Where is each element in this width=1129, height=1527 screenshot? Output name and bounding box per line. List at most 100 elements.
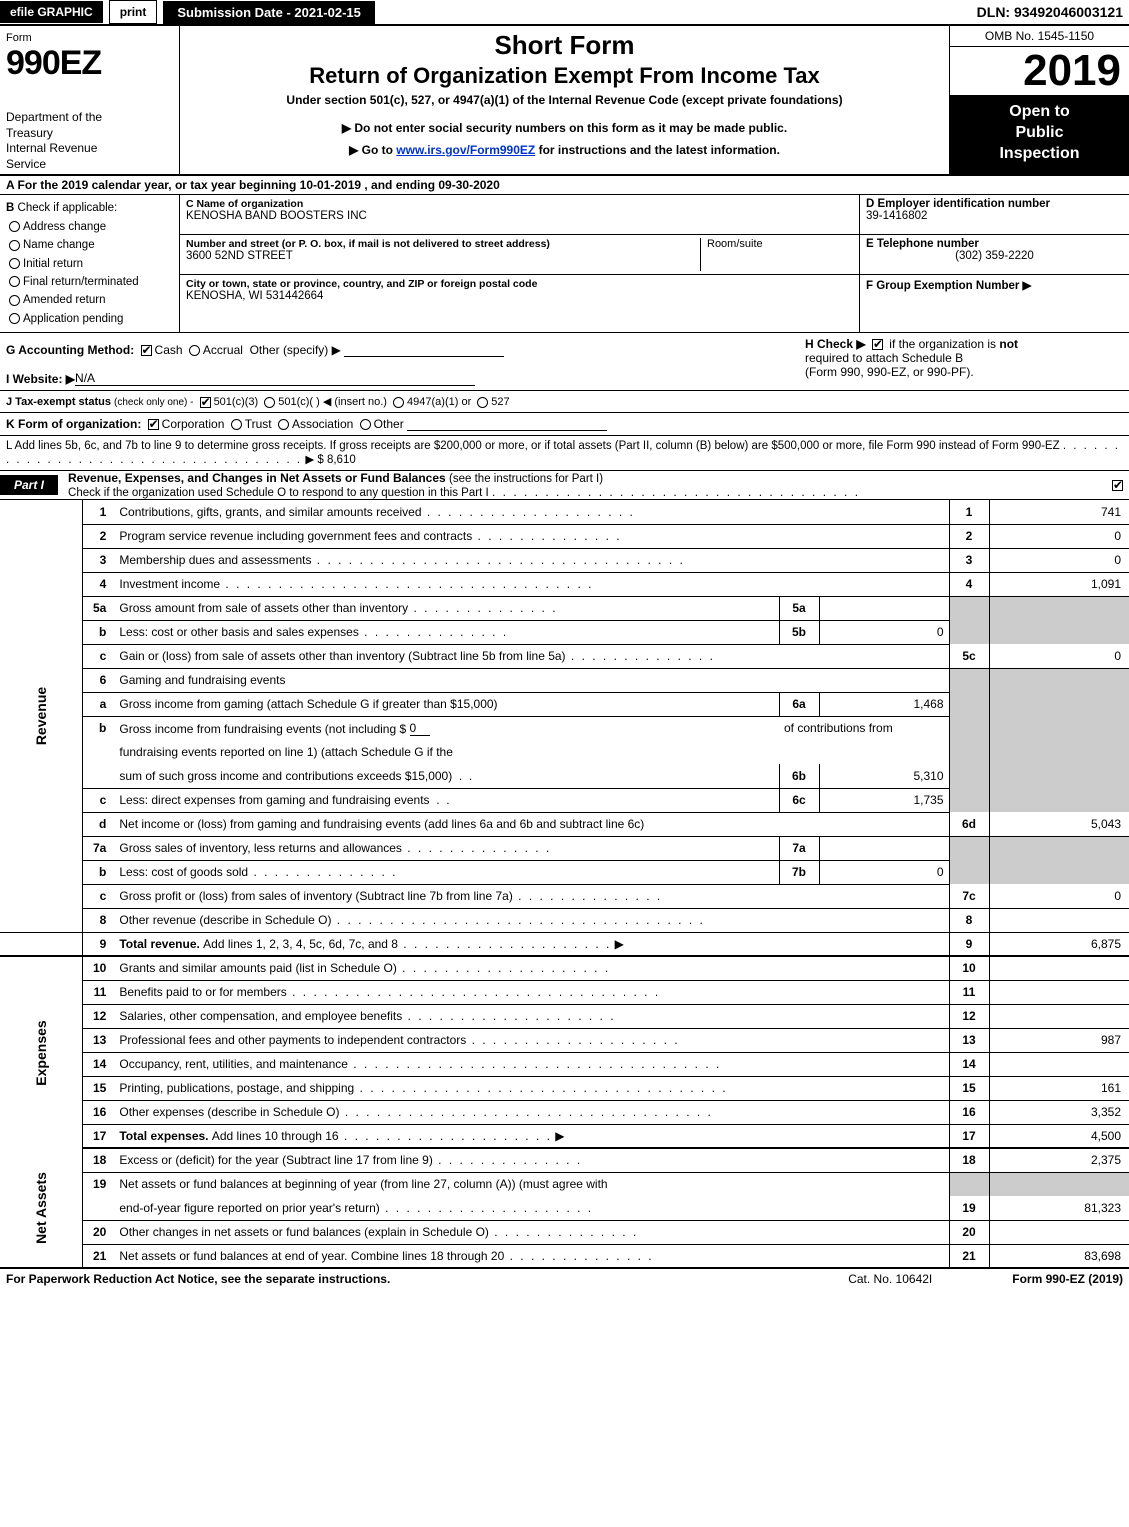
- insert-no-label: ◀ (insert no.): [323, 396, 387, 408]
- line-13-amount: 987: [989, 1028, 1129, 1052]
- table-row: 19 Net assets or fund balances at beginn…: [0, 1172, 1129, 1196]
- table-row: 4 Investment income 4 1,091: [0, 572, 1129, 596]
- table-row: 16 Other expenses (describe in Schedule …: [0, 1100, 1129, 1124]
- trust-label: Trust: [245, 417, 272, 431]
- grey-cell: [949, 596, 989, 620]
- h-check-label: H Check ▶: [805, 337, 866, 351]
- table-row: 2 Program service revenue including gove…: [0, 524, 1129, 548]
- line-9-desc: Total revenue. Add lines 1, 2, 3, 4, 5c,…: [114, 932, 949, 956]
- line-7b-sub: 7b: [779, 860, 819, 884]
- other-org-input[interactable]: [407, 430, 607, 431]
- line-1-amount: 741: [989, 500, 1129, 524]
- final-return-checkbox[interactable]: [9, 276, 20, 287]
- application-pending-checkbox[interactable]: [9, 313, 20, 324]
- table-row: b Less: cost of goods sold 7b 0: [0, 860, 1129, 884]
- line-7b-num: b: [82, 860, 114, 884]
- association-checkbox[interactable]: [278, 419, 289, 430]
- line-16-amount: 3,352: [989, 1100, 1129, 1124]
- accrual-label: Accrual: [203, 343, 243, 357]
- line-10-desc: Grants and similar amounts paid (list in…: [114, 956, 949, 980]
- 527-checkbox[interactable]: [477, 397, 488, 408]
- line-6a-num: a: [82, 692, 114, 716]
- table-row: 12 Salaries, other compensation, and emp…: [0, 1004, 1129, 1028]
- table-row: c Less: direct expenses from gaming and …: [0, 788, 1129, 812]
- grey-cell: [949, 1172, 989, 1196]
- part-1-check-instruction: Check if the organization used Schedule …: [68, 487, 489, 499]
- line-18-desc: Excess or (deficit) for the year (Subtra…: [114, 1148, 949, 1172]
- grey-cell: [989, 620, 1129, 644]
- 501c3-checkbox[interactable]: [200, 397, 211, 408]
- website-label: I Website: ▶: [6, 372, 75, 386]
- line-l-amount: ▶ $ 8,610: [305, 454, 355, 466]
- association-label: Association: [292, 417, 353, 431]
- 4947-checkbox[interactable]: [393, 397, 404, 408]
- 501c-label: 501(c)( ): [278, 396, 320, 408]
- line-10-ref: 10: [949, 956, 989, 980]
- form-title-block: Short Form Return of Organization Exempt…: [180, 26, 949, 174]
- room-suite-label: Room/suite: [700, 238, 763, 271]
- other-org-checkbox[interactable]: [360, 419, 371, 430]
- table-row: 3 Membership dues and assessments 3 0: [0, 548, 1129, 572]
- h-text2: if the organization is: [889, 337, 996, 351]
- grey-cell: [949, 668, 989, 692]
- line-5c-ref: 5c: [949, 644, 989, 668]
- line-4-num: 4: [82, 572, 114, 596]
- corporation-checkbox[interactable]: [148, 419, 159, 430]
- line-6c-subval: 1,735: [819, 788, 949, 812]
- table-row: 5a Gross amount from sale of assets othe…: [0, 596, 1129, 620]
- tax-year: 2019: [950, 47, 1129, 96]
- line-19-amount: 81,323: [989, 1196, 1129, 1220]
- other-specify-input[interactable]: [344, 356, 504, 357]
- tax-exempt-label: J Tax-exempt status: [6, 396, 111, 408]
- header-right: OMB No. 1545-1150 2019 Open toPublicInsp…: [949, 26, 1129, 174]
- line-6-desc: Gaming and fundraising events: [114, 668, 949, 692]
- street-label: Number and street (or P. O. box, if mail…: [186, 238, 550, 250]
- line-3-ref: 3: [949, 548, 989, 572]
- line-21-num: 21: [82, 1244, 114, 1268]
- line-21-amount: 83,698: [989, 1244, 1129, 1268]
- table-row: 11 Benefits paid to or for members 11: [0, 980, 1129, 1004]
- blank: [82, 740, 114, 764]
- initial-return-checkbox[interactable]: [9, 258, 20, 269]
- line-7a-desc: Gross sales of inventory, less returns a…: [114, 836, 779, 860]
- telephone-label: E Telephone number: [866, 238, 979, 250]
- line-20-num: 20: [82, 1220, 114, 1244]
- line-11-num: 11: [82, 980, 114, 1004]
- table-row: b Less: cost or other basis and sales ex…: [0, 620, 1129, 644]
- catalog-number: Cat. No. 10642I: [848, 1272, 932, 1286]
- ein-label: D Employer identification number: [866, 198, 1050, 210]
- irs-link[interactable]: www.irs.gov/Form990EZ: [396, 143, 535, 157]
- grey-cell: [949, 692, 989, 716]
- part-1-tag: Part I: [0, 475, 58, 495]
- table-row: 21 Net assets or fund balances at end of…: [0, 1244, 1129, 1268]
- ein-value: 39-1416802: [866, 210, 927, 222]
- table-row: b Gross income from fundraising events (…: [0, 716, 1129, 740]
- website-value: N/A: [75, 371, 475, 386]
- amended-return-checkbox[interactable]: [9, 295, 20, 306]
- 501c-checkbox[interactable]: [264, 397, 275, 408]
- schedule-o-checkbox[interactable]: [1112, 480, 1123, 491]
- schedule-b-checkbox[interactable]: [872, 339, 883, 350]
- line-6c-desc: Less: direct expenses from gaming and fu…: [114, 788, 779, 812]
- grey-cell: [989, 596, 1129, 620]
- application-pending-label: Application pending: [23, 313, 123, 325]
- line-5a-sub: 5a: [779, 596, 819, 620]
- line-h-schedule-b: H Check ▶ if the organization is not req…: [799, 333, 1129, 390]
- address-change-checkbox[interactable]: [9, 221, 20, 232]
- line-18-ref: 18: [949, 1148, 989, 1172]
- line-6c-sub: 6c: [779, 788, 819, 812]
- cash-checkbox[interactable]: [141, 345, 152, 356]
- section-def: D Employer identification number 39-1416…: [859, 195, 1129, 332]
- accrual-checkbox[interactable]: [189, 345, 200, 356]
- net-assets-sidebar: Net Assets: [0, 1148, 82, 1268]
- name-change-checkbox[interactable]: [9, 240, 20, 251]
- trust-checkbox[interactable]: [231, 419, 242, 430]
- form-number: 990EZ: [6, 46, 173, 80]
- print-button[interactable]: print: [109, 0, 158, 24]
- org-name: KENOSHA BAND BOOSTERS INC: [186, 210, 367, 222]
- 501c3-label: 501(c)(3): [214, 396, 259, 408]
- line-12-amount: [989, 1004, 1129, 1028]
- line-8-amount: [989, 908, 1129, 932]
- line-7a-sub: 7a: [779, 836, 819, 860]
- header-block: Form 990EZ Department of theTreasuryInte…: [0, 26, 1129, 176]
